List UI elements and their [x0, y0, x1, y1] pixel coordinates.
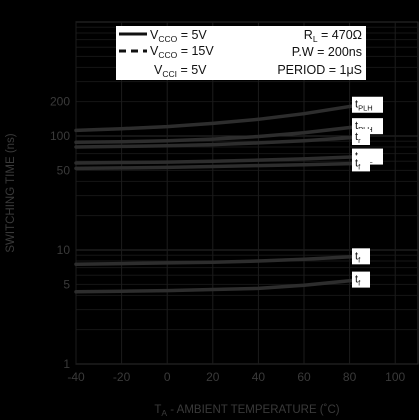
series-line	[74, 254, 363, 266]
y-tick-label: 5	[63, 277, 70, 291]
series-line	[74, 277, 363, 294]
series-label-bg	[352, 129, 370, 146]
legend-dashed-label: VCCO = 15V	[150, 44, 214, 60]
legend-period-condition: PERIOD = 1μS	[277, 63, 362, 77]
series-end-label: tPLH	[355, 99, 373, 113]
x-tick-label: 80	[343, 370, 357, 384]
x-tick-label: -40	[67, 370, 85, 384]
x-tick-label: 0	[164, 370, 171, 384]
legend-rl-condition: RL = 470Ω	[304, 28, 362, 44]
series-end-label: tr	[355, 131, 361, 145]
y-tick-label: 200	[50, 95, 70, 109]
y-tick-label: 50	[57, 163, 71, 177]
series-label-bg	[352, 96, 383, 113]
x-tick-label: 100	[385, 370, 405, 384]
series-end-label: tf	[355, 157, 361, 171]
y-tick-label: 10	[57, 243, 71, 257]
series-end-label: tf	[355, 250, 361, 264]
series-line	[74, 135, 363, 149]
series-label-bg	[352, 155, 370, 172]
series-end-label: tf	[355, 274, 361, 288]
series-line	[74, 124, 363, 145]
series-line	[74, 154, 363, 165]
x-tick-label: 60	[297, 370, 311, 384]
y-axis-title: SWITCHING TIME (ns)	[5, 133, 17, 252]
series-line	[74, 161, 363, 171]
series-label-bg	[352, 271, 370, 288]
legend-pw-condition: P.W = 200ns	[292, 45, 362, 59]
legend-box	[116, 26, 366, 80]
series-layer: tPLHtPLHtrtPHLtftftf	[74, 96, 383, 294]
x-axis-title: TA - AMBIENT TEMPERATURE (˚C)	[154, 404, 339, 418]
x-tick-label: -20	[113, 370, 131, 384]
series-line	[74, 102, 363, 133]
legend-vcci-label: VCCI = 5V	[154, 63, 207, 79]
tick-layer: -40 -20 0 20 40 60 80 100 1 5 10 50 100 200	[50, 95, 406, 384]
y-tick-label: 100	[50, 129, 70, 143]
legend-solid-label: VCCO = 5V	[150, 28, 207, 44]
y-tick-label: 1	[63, 357, 70, 371]
x-tick-label: 40	[252, 370, 266, 384]
series-label-bg	[352, 248, 370, 265]
legend: VCCO = 5V VCCO = 15V VCCI = 5V RL = 470Ω…	[116, 26, 366, 80]
x-tick-label: 20	[206, 370, 220, 384]
